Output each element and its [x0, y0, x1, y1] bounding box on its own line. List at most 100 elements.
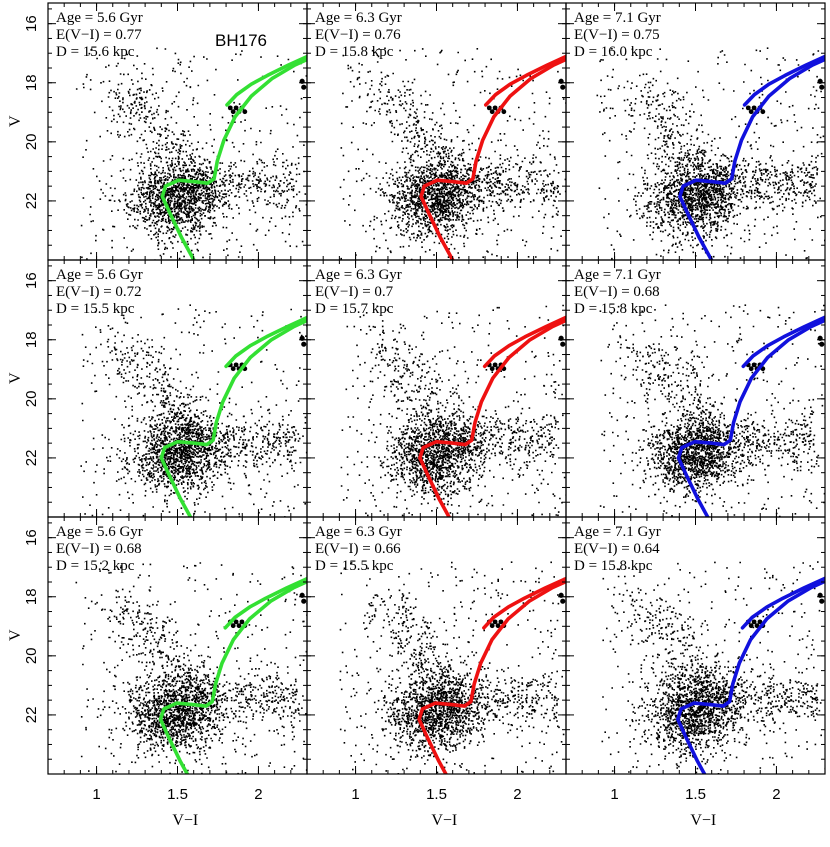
- x-tick-label: 2: [772, 786, 780, 803]
- red-clump-star: [230, 109, 236, 115]
- y-tick-label: 20: [23, 390, 40, 407]
- red-clump-star: [233, 619, 239, 625]
- stars: [75, 562, 307, 774]
- bright-star: [301, 341, 307, 347]
- bright-star: [301, 84, 307, 90]
- red-clump-star: [501, 109, 507, 115]
- y-tick-label: 18: [23, 74, 40, 91]
- red-clump-star: [233, 105, 239, 111]
- stars: [601, 561, 825, 774]
- panel-annotation-line: Age = 5.6 Gyr: [56, 267, 143, 283]
- isochrone-main: [676, 318, 825, 517]
- isochrone-main: [160, 57, 307, 260]
- y-tick-label: 22: [23, 707, 40, 724]
- ticks: [307, 3, 566, 261]
- x-tick-label: 2: [513, 786, 521, 803]
- stars: [599, 304, 825, 517]
- star-points: [339, 47, 566, 260]
- isochrone-agb: [224, 315, 307, 369]
- bright-star: [560, 84, 566, 90]
- red-clump-star: [757, 619, 763, 625]
- star-points: [75, 47, 307, 260]
- y-axis-label: V: [7, 372, 24, 384]
- y-tick-label: 22: [23, 193, 40, 210]
- panel-annotation-line: E(V−I) = 0.7: [315, 284, 394, 300]
- ticks: [566, 517, 825, 775]
- red-clump-star: [239, 619, 245, 625]
- red-clump-star: [751, 619, 757, 625]
- star-points: [596, 47, 825, 260]
- isochrone-agb: [225, 54, 307, 107]
- bright-star: [819, 341, 825, 347]
- isochrone-main: [418, 318, 566, 517]
- x-axis-label: V−I: [172, 812, 198, 829]
- ticks: [566, 260, 825, 518]
- red-clump-star: [754, 623, 760, 629]
- y-axis-label: V: [7, 115, 24, 127]
- star-points: [339, 561, 566, 774]
- ticks: [566, 3, 825, 261]
- red-clump-star: [748, 366, 754, 372]
- red-clump-star: [492, 362, 498, 368]
- panel-annotation-line: Age = 7.1 Gyr: [574, 267, 661, 283]
- ticks: [48, 3, 307, 261]
- red-clump-star: [751, 362, 757, 368]
- stars: [339, 561, 566, 774]
- panel-annotation-line: Age = 5.6 Gyr: [56, 524, 143, 540]
- panel-annotation-line: Age = 5.6 Gyr: [56, 10, 143, 26]
- x-tick-label: 2: [254, 786, 262, 803]
- panel-annotation-line: E(V−I) = 0.77: [56, 27, 142, 43]
- panel-plot-area: [599, 304, 825, 517]
- panel-annotation-line: D = 15.8 kpc: [315, 44, 394, 60]
- x-tick-label: 1.5: [685, 786, 706, 803]
- red-clump-star: [748, 623, 754, 629]
- panel-annotation-line: D = 15.5 kpc: [56, 301, 135, 317]
- isochrone-main: [419, 57, 566, 260]
- red-clump-star: [236, 623, 242, 629]
- bright-star: [819, 84, 825, 90]
- y-tick-label: 20: [23, 133, 40, 150]
- red-clump-star: [495, 623, 501, 629]
- y-tick-label: 20: [23, 647, 40, 664]
- isochrone-agb: [482, 576, 566, 630]
- isochrone-agb: [482, 315, 566, 369]
- y-tick-label: 16: [23, 529, 40, 546]
- red-clump-star: [486, 105, 492, 111]
- red-clump-star: [489, 623, 495, 629]
- panel-annotation-line: Age = 7.1 Gyr: [574, 10, 661, 26]
- y-tick-label: 18: [23, 331, 40, 348]
- red-clump-star: [233, 362, 239, 368]
- isochrone-agb: [740, 576, 825, 630]
- red-clump-star: [489, 366, 495, 372]
- panel-annotation-line: D = 15.2 kpc: [56, 558, 135, 574]
- red-clump-star: [230, 623, 236, 629]
- stars: [75, 47, 307, 260]
- panel-annotation-line: E(V−I) = 0.75: [574, 27, 660, 43]
- panel-plot-area: [339, 47, 566, 260]
- panel-annotation-line: Age = 6.3 Gyr: [315, 10, 402, 26]
- bright-star: [560, 598, 566, 604]
- x-tick-label: 1: [610, 786, 618, 803]
- red-clump-star: [489, 109, 495, 115]
- panel-plot-area: [596, 47, 825, 260]
- isochrone-agb: [741, 315, 825, 369]
- cluster-name: BH176: [215, 31, 267, 50]
- panel-annotation-line: E(V−I) = 0.64: [574, 541, 660, 557]
- isochrone-main: [676, 579, 825, 774]
- panel-annotation-line: E(V−I) = 0.66: [315, 541, 401, 557]
- panel-plot-area: [75, 47, 307, 260]
- x-tick-label: 1: [92, 786, 100, 803]
- star-points: [599, 304, 825, 517]
- ticks: [48, 260, 307, 518]
- y-tick-label: 16: [23, 272, 40, 289]
- x-tick-label: 1.5: [426, 786, 447, 803]
- bright-star: [819, 598, 825, 604]
- bright-star: [560, 341, 566, 347]
- panel-plot-area: [75, 562, 307, 774]
